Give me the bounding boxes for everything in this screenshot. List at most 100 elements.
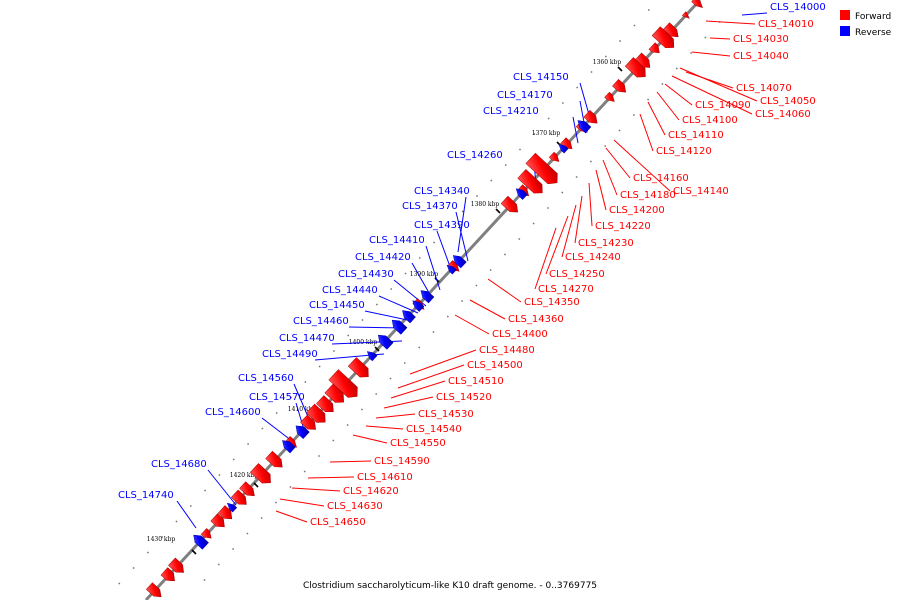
forward-gene	[525, 152, 558, 185]
reverse-gene-label: CLS_14440	[322, 285, 378, 296]
reverse-leader-line	[207, 469, 237, 506]
position-dot	[204, 489, 207, 492]
gene-arrow	[328, 369, 358, 398]
forward-gene	[230, 489, 247, 505]
forward-leader-line	[685, 71, 734, 89]
gene-arrow	[146, 582, 162, 598]
position-dot	[403, 362, 406, 364]
reverse-gene	[412, 300, 425, 312]
position-dot	[446, 315, 449, 318]
reverse-gene-label: CLS_14460	[293, 316, 349, 327]
scale-mark-label: 1420 kbp	[230, 472, 259, 479]
position-dot	[132, 567, 135, 569]
forward-leader-line	[545, 215, 569, 275]
gene-arrow	[548, 151, 560, 162]
gene-arrow	[515, 188, 528, 200]
gene-arrow	[651, 26, 675, 49]
gene-arrow	[577, 120, 592, 134]
gene-arrow	[612, 79, 627, 93]
reverse-gene-label: CLS_14430	[338, 269, 394, 280]
position-dot	[232, 458, 235, 461]
forward-gene	[168, 557, 184, 573]
reverse-gene-label: CLS_14000	[770, 2, 826, 13]
gene-arrow	[193, 534, 209, 550]
position-dot	[590, 160, 592, 163]
scale-tick	[374, 346, 380, 352]
forward-leader-line	[561, 204, 577, 258]
forward-leader-line	[709, 37, 731, 40]
position-dot	[189, 505, 192, 507]
reverse-gene-label: CLS_14340	[414, 186, 470, 197]
forward-leader-line	[588, 182, 593, 227]
position-dot	[275, 501, 277, 504]
reverse-leader-line	[378, 295, 419, 314]
gene-arrow	[316, 395, 334, 413]
forward-gene	[217, 505, 233, 520]
legend: Forward Reverse	[840, 10, 892, 38]
forward-leader-line	[365, 425, 404, 430]
forward-gene-label: CLS_14540	[406, 424, 462, 435]
position-dot	[618, 129, 621, 132]
position-dot	[217, 563, 220, 566]
forward-gene-label: CLS_14500	[467, 360, 523, 371]
reverse-gene	[193, 534, 209, 550]
forward-gene-label: CLS_14030	[733, 34, 789, 45]
gene-arrow	[226, 502, 238, 513]
position-dot	[418, 257, 421, 259]
gene-arrow	[558, 143, 569, 154]
scale-mark-label: 1360 kbp	[593, 59, 622, 66]
forward-leader-line	[691, 51, 731, 57]
gene-arrow	[583, 110, 598, 124]
forward-gene-label: CLS_14650	[310, 517, 366, 528]
position-dot	[433, 241, 435, 244]
reverse-gene	[391, 319, 408, 335]
forward-gene	[648, 42, 660, 54]
forward-gene-label: CLS_14590	[374, 456, 430, 467]
position-dot	[490, 179, 493, 182]
reverse-gene-label: CLS_14390	[414, 220, 470, 231]
forward-gene-label: CLS_14090	[695, 100, 751, 111]
position-dot	[647, 9, 650, 11]
position-dot	[432, 331, 435, 333]
forward-gene	[651, 26, 675, 49]
forward-gene-label: CLS_14060	[755, 109, 811, 120]
position-dot	[519, 148, 521, 151]
gene-arrow	[648, 42, 660, 54]
forward-leader-line	[375, 413, 416, 419]
position-dot	[590, 71, 593, 73]
position-dot	[318, 365, 321, 368]
gene-features	[146, 0, 703, 598]
forward-leader-line	[664, 83, 693, 106]
reverse-gene-label: CLS_14450	[309, 300, 365, 311]
reverse-gene	[402, 310, 416, 324]
position-dot	[246, 532, 249, 535]
gene-arrow	[282, 440, 296, 454]
forward-gene-label: CLS_14200	[609, 205, 665, 216]
reverse-gene-label: CLS_14490	[262, 349, 318, 360]
gene-arrow	[691, 0, 703, 8]
forward-leader-line	[409, 349, 477, 375]
reverse-leader-line	[364, 310, 413, 322]
forward-gene-label: CLS_14140	[673, 186, 729, 197]
position-dot	[661, 83, 664, 85]
gene-arrow	[624, 57, 646, 78]
forward-leader-line	[329, 460, 372, 463]
forward-leader-line	[639, 113, 654, 152]
forward-gene	[624, 57, 646, 78]
position-dot	[461, 210, 464, 213]
forward-leader-line	[352, 434, 388, 444]
reverse-gene-label: CLS_14210	[483, 106, 539, 117]
reverse-leader-line	[455, 211, 469, 262]
forward-gene	[691, 0, 703, 8]
gene-arrow	[378, 334, 394, 350]
forward-gene-label: CLS_14270	[538, 284, 594, 295]
forward-leader-line	[534, 227, 557, 290]
gene-arrow	[452, 255, 467, 269]
gene-arrow	[295, 425, 310, 439]
forward-gene	[210, 513, 225, 528]
gene-arrow	[217, 505, 233, 520]
position-dot	[604, 55, 607, 58]
forward-gene-label: CLS_14220	[595, 221, 651, 232]
forward-leader-line	[647, 101, 666, 136]
